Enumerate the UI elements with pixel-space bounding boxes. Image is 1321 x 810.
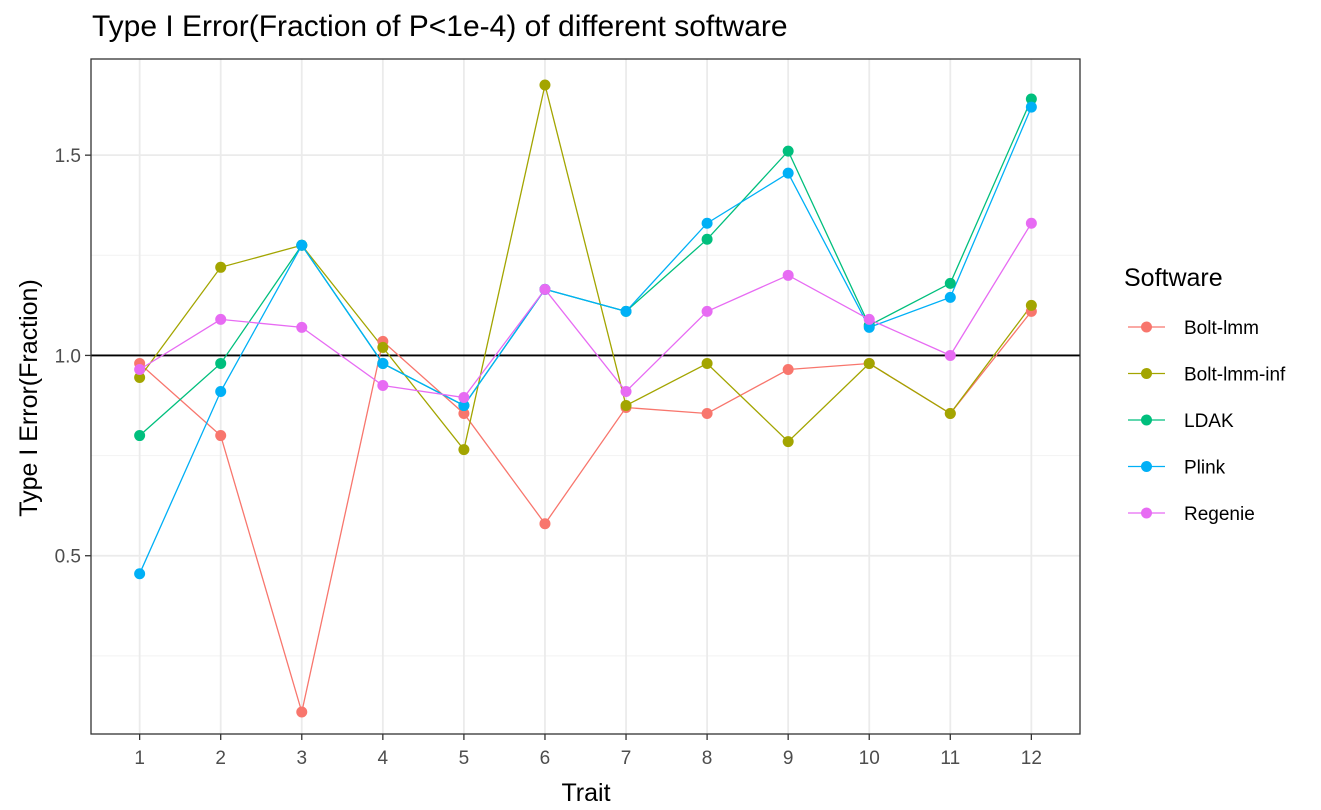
data-point [458, 392, 470, 404]
x-tick-label: 10 [859, 748, 880, 769]
legend-item-label: Bolt-lmm-inf [1184, 365, 1286, 386]
data-point [134, 430, 146, 442]
legend-key-point [1141, 368, 1152, 379]
x-tick-label: 3 [296, 748, 307, 769]
data-point [620, 305, 632, 317]
x-tick-label: 1 [134, 748, 145, 769]
data-point [458, 408, 470, 420]
legend-item-label: Regenie [1184, 504, 1255, 525]
data-point [134, 363, 146, 375]
data-point [458, 400, 470, 412]
data-point [377, 357, 389, 369]
data-point [539, 79, 551, 91]
data-point [296, 706, 308, 718]
data-point [863, 357, 875, 369]
data-point [620, 400, 632, 412]
legend-key-point [1141, 461, 1152, 472]
chart-title: Type I Error(Fraction of P<1e-4) of diff… [92, 10, 788, 43]
plot-panel: 0.51.01.51 2 3 4 5 6 7 8 9 10 11 12 [55, 58, 1081, 769]
data-point [944, 277, 956, 289]
x-axis-label: Trait [561, 779, 610, 807]
data-point [215, 385, 227, 397]
y-tick-label: 0.5 [55, 547, 81, 568]
x-tick-label: 2 [215, 748, 226, 769]
data-point [701, 305, 713, 317]
legend-key-point [1141, 507, 1152, 519]
data-point [1025, 299, 1037, 311]
legend-item-label: LDAK [1184, 411, 1234, 432]
data-point [944, 349, 956, 361]
legend-title: Software [1124, 264, 1223, 292]
data-point [782, 436, 794, 448]
legend-item-label: Plink [1184, 458, 1226, 479]
data-point [701, 357, 713, 369]
series-line [139, 106, 1032, 575]
data-point [863, 321, 875, 333]
x-tick-label: 12 [1021, 748, 1042, 769]
legend-key-point [1141, 414, 1152, 426]
plot-border [90, 58, 1081, 735]
data-point [134, 371, 146, 383]
series-line [139, 84, 1032, 452]
data-point [701, 233, 713, 245]
legend-key-point [1141, 321, 1152, 333]
data-point [944, 408, 956, 420]
data-point [1025, 217, 1037, 229]
data-point [215, 261, 227, 273]
y-tick-label: 1.0 [55, 346, 81, 367]
data-point [701, 408, 713, 420]
data-point [134, 568, 146, 580]
data-point [701, 217, 713, 229]
data-point [1025, 101, 1037, 113]
x-tick-label: 4 [378, 748, 389, 769]
data-point [539, 283, 551, 295]
data-point [215, 357, 227, 369]
data-point [458, 444, 470, 456]
data-point [863, 313, 875, 325]
y-axis-label: Type I Error(Fraction) [15, 279, 43, 517]
x-tick-label: 5 [459, 748, 470, 769]
data-point [377, 341, 389, 353]
data-point [296, 321, 308, 333]
data-point [782, 363, 794, 375]
legend: Software Bolt-lmm Bolt-lmm-inf LDAK Plink Re… [1124, 264, 1286, 525]
data-point [296, 239, 308, 251]
x-tick-label: 6 [540, 748, 551, 769]
data-point [620, 385, 632, 397]
data-point [215, 430, 227, 442]
data-point [782, 145, 794, 157]
x-tick-label: 9 [783, 748, 794, 769]
data-point [782, 167, 794, 179]
y-tick-label: 1.5 [55, 146, 81, 167]
legend-item-label: Bolt-lmm [1184, 318, 1259, 339]
data-point [944, 291, 956, 303]
data-point [539, 518, 551, 530]
series-line [139, 222, 1032, 399]
x-tick-label: 11 [940, 748, 960, 769]
x-tick-label: 8 [702, 748, 713, 769]
data-point [1025, 93, 1037, 105]
data-point [377, 379, 389, 391]
x-tick-label: 7 [621, 748, 632, 769]
data-point [782, 269, 794, 281]
data-point [215, 313, 227, 325]
plot-background [91, 59, 1080, 734]
